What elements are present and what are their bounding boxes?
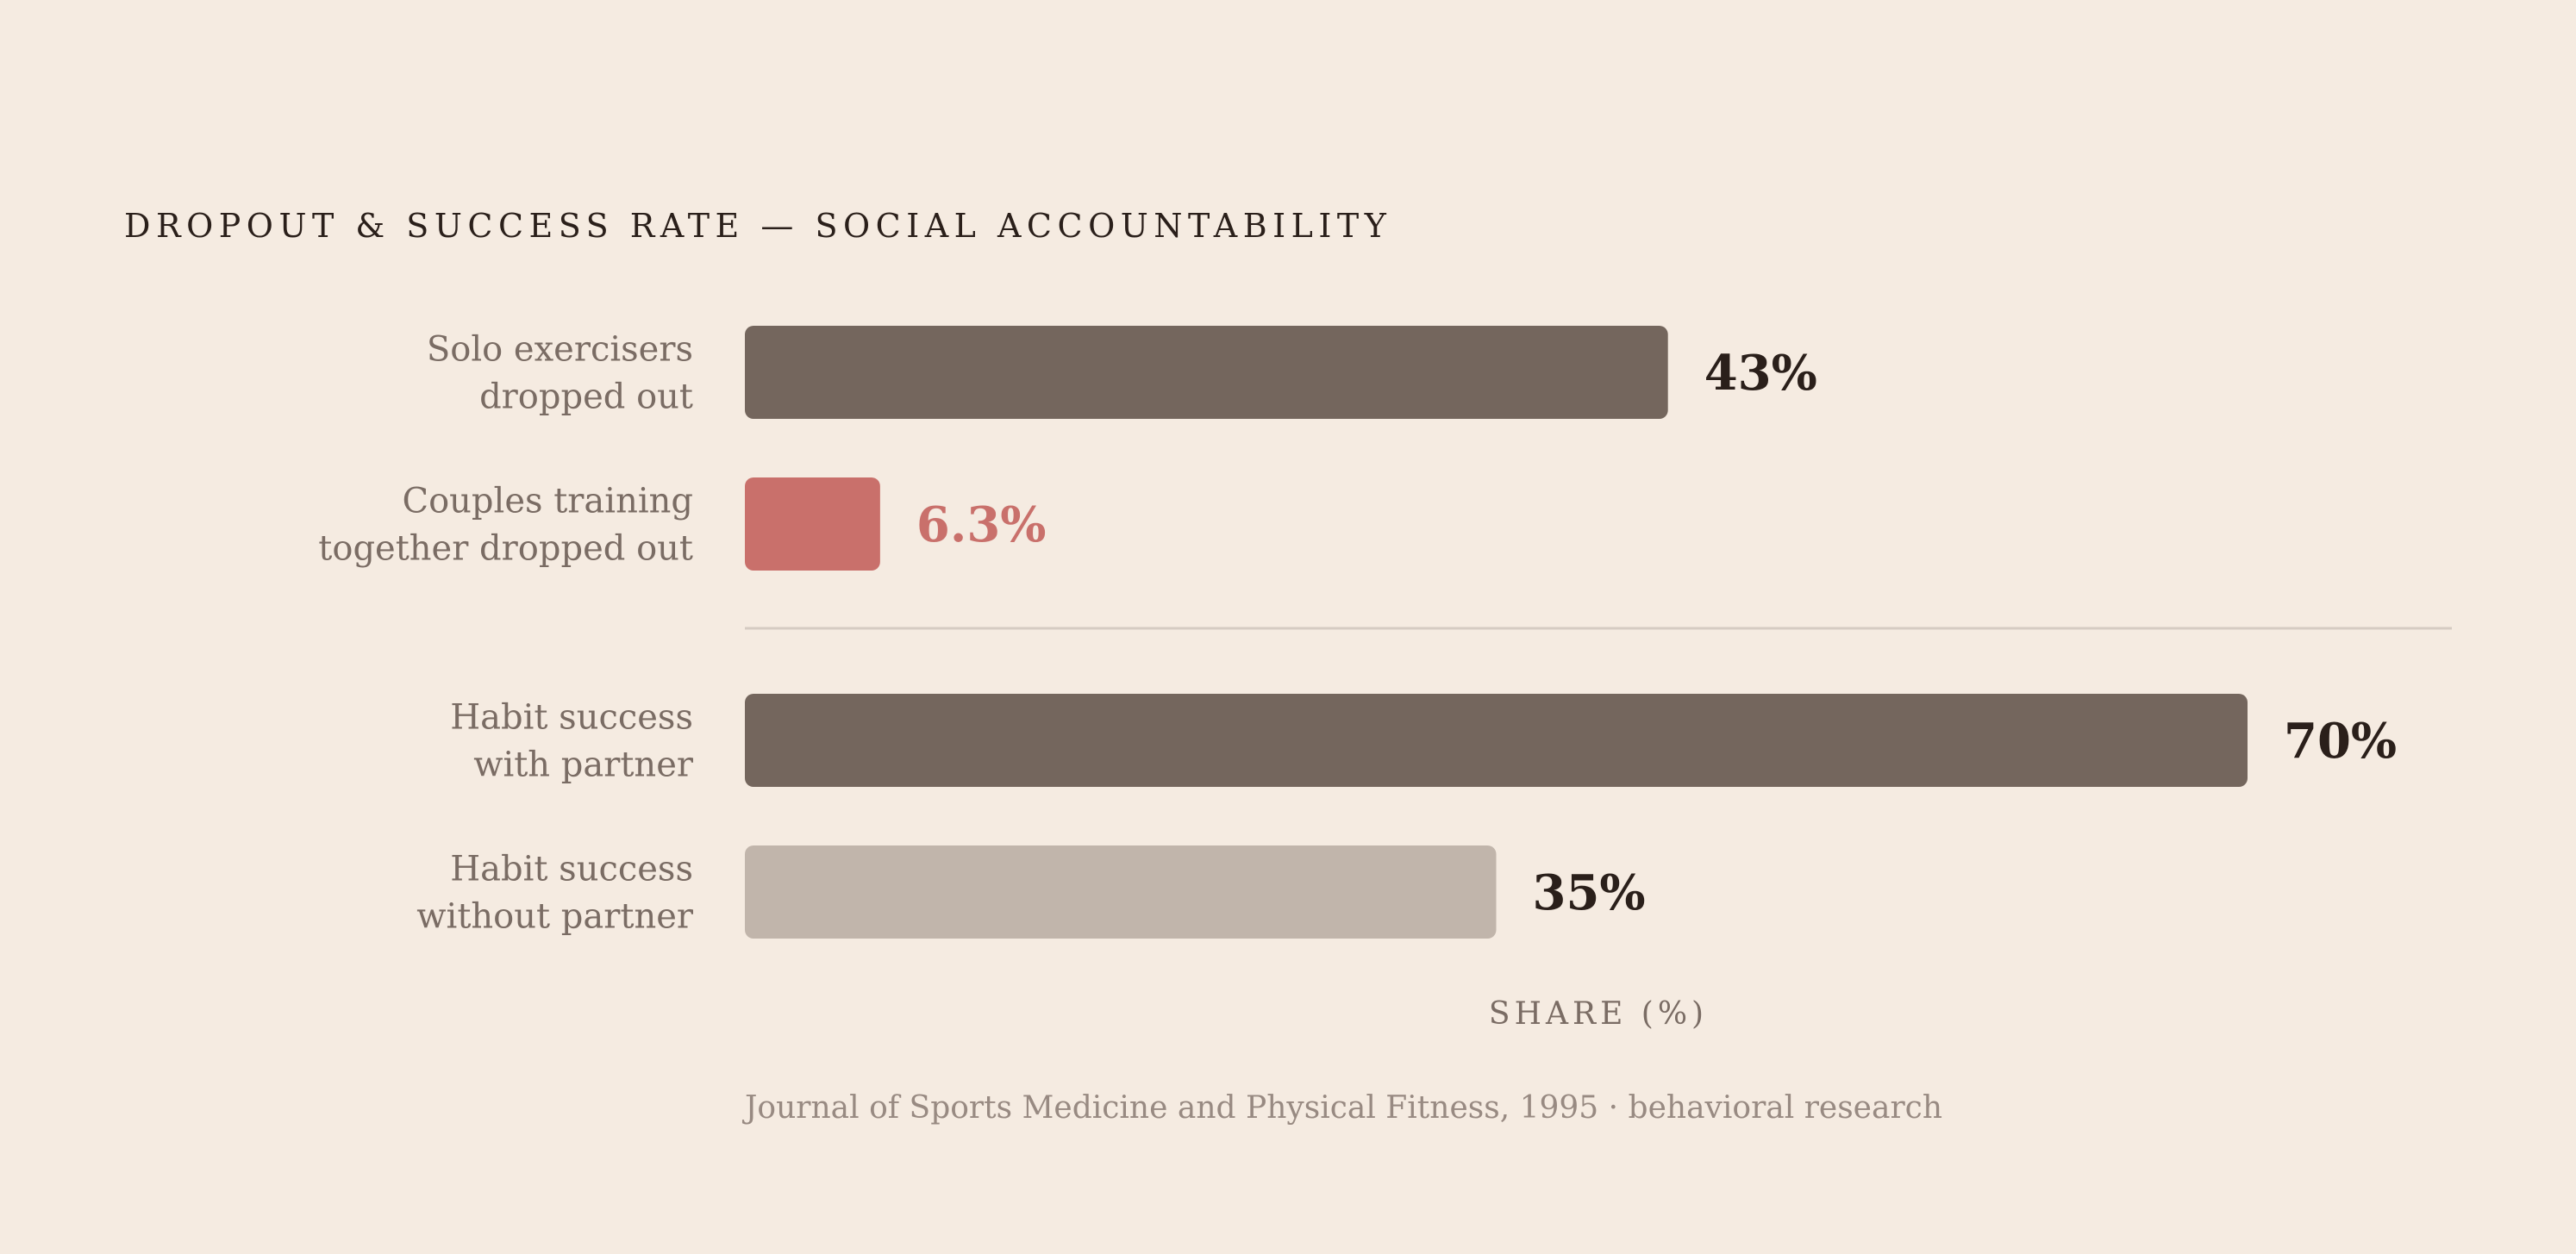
bar-1-0 <box>745 694 2248 787</box>
category-label-0-0: Solo exercisers dropped out <box>427 330 693 417</box>
category-label-1-1: Habit success without partner <box>416 850 694 937</box>
value-label-1-0: 70% <box>2284 713 2397 770</box>
category-label-1-0: Habit success with partner <box>450 698 694 785</box>
bar-1-1 <box>745 845 1497 939</box>
bar-0-0 <box>745 326 1668 419</box>
value-label-1-1: 35% <box>1533 864 1646 921</box>
value-label-0-0: 43% <box>1704 345 1817 402</box>
bar-0-1 <box>745 477 880 571</box>
chart-title: DROPOUT & SUCCESS RATE — SOCIAL ACCOUNTA… <box>124 207 1392 245</box>
source-note: Journal of Sports Medicine and Physical … <box>745 1090 1943 1126</box>
value-label-0-1: 6.3% <box>916 496 1047 553</box>
x-axis-label: SHARE (%) <box>1488 996 1709 1032</box>
category-label-0-1: Couples training together dropped out <box>318 482 693 569</box>
